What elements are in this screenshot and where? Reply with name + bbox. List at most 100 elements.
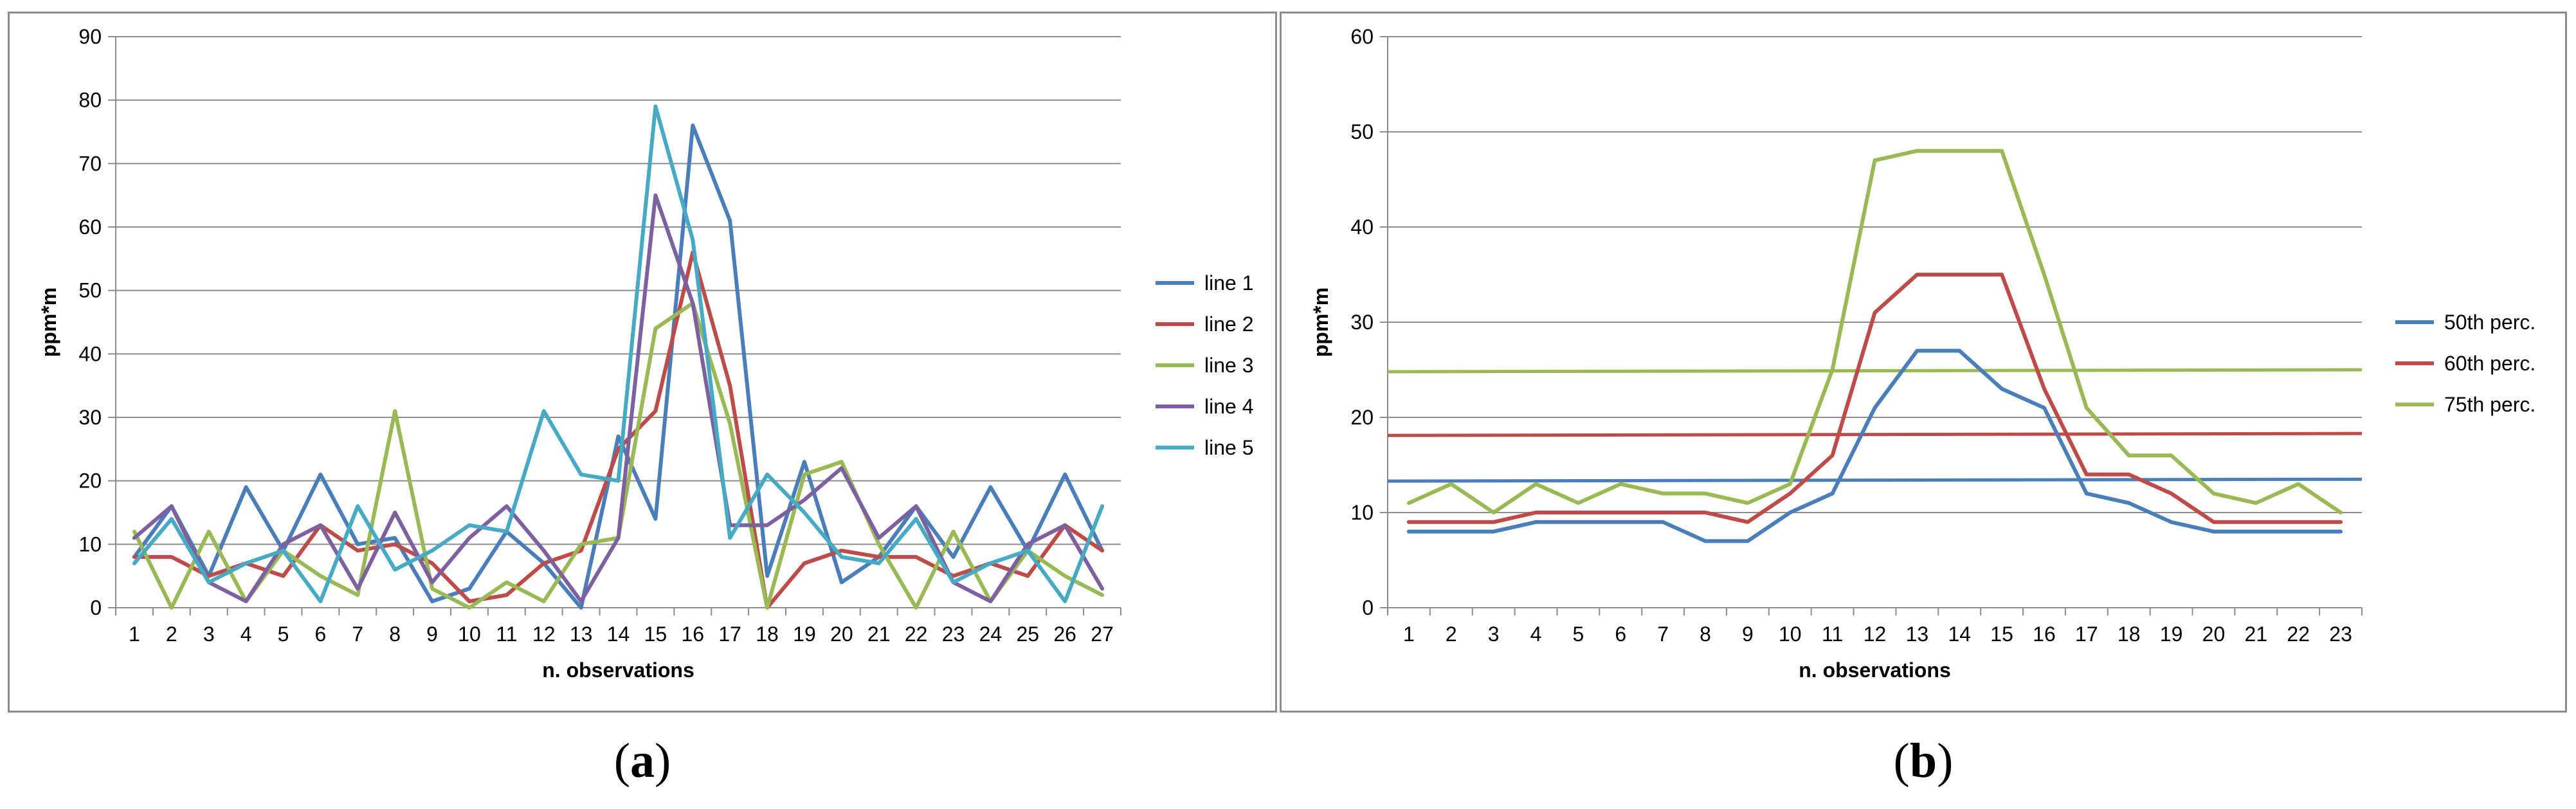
figure-caption-a: (a)	[613, 734, 671, 788]
x-tick-label: 4	[240, 623, 252, 646]
gridlines	[1388, 36, 2362, 513]
y-tick-label: 60	[1350, 25, 1374, 48]
series-line	[1406, 349, 2343, 543]
x-tick-label: 21	[867, 623, 891, 646]
threshold-line	[1387, 432, 2363, 437]
x-tick-label: 23	[942, 623, 965, 646]
y-tick-label: 20	[78, 469, 102, 493]
x-tick-label: 1	[129, 623, 140, 646]
y-tick-label: 80	[78, 89, 102, 112]
y-axis-title: ppm*m	[37, 287, 60, 357]
x-tick-label: 20	[830, 623, 853, 646]
x-tick-label: 2	[1446, 623, 1457, 646]
x-tick-label: 27	[1091, 623, 1114, 646]
x-tick-label: 11	[1822, 623, 1843, 646]
x-tick-label: 3	[203, 623, 215, 646]
x-tick-label: 7	[1657, 623, 1669, 646]
figure-caption-b: (b)	[1893, 734, 1954, 788]
x-tick-label: 14	[607, 623, 630, 646]
legend: line 1 line 2 line 3 line 4 line 5	[1156, 271, 1254, 459]
x-tick-label: 12	[532, 623, 556, 646]
x-tick-label: 1	[1403, 623, 1415, 646]
chart-panel-a: 0 10 20 30 40 50 60 70 80 90 1 2 3 4 5 6 7 8 9 10 11 12 13 14 15…	[8, 12, 1277, 713]
x-tick-label: 5	[278, 623, 289, 646]
x-tick-label: 6	[314, 623, 326, 646]
y-tick-label: 70	[78, 152, 102, 175]
legend-label: line 1	[1204, 271, 1254, 295]
y-axis-ticks: 0 10 20 30 40 50 60	[1350, 25, 1388, 619]
x-axis-title: n. observations	[1799, 659, 1951, 682]
x-tick-label: 6	[1615, 623, 1626, 646]
x-tick-label: 24	[979, 623, 1002, 646]
legend-label: line 3	[1204, 354, 1254, 377]
x-tick-label: 17	[718, 623, 741, 646]
x-tick-label: 18	[756, 623, 779, 646]
legend: 50th perc. 60th perc. 75th perc.	[2395, 311, 2535, 416]
y-tick-label: 0	[90, 596, 102, 619]
y-tick-label: 10	[78, 532, 102, 556]
y-tick-label: 40	[1350, 215, 1374, 239]
gridlines	[116, 36, 1121, 545]
x-tick-label: 13	[1906, 623, 1929, 646]
x-tick-label: 14	[1948, 623, 1971, 646]
y-tick-label: 30	[1350, 311, 1374, 334]
y-tick-label: 40	[78, 342, 102, 365]
x-tick-label: 11	[496, 623, 517, 646]
x-tick-label: 4	[1530, 623, 1542, 646]
y-tick-label: 0	[1362, 596, 1374, 619]
y-tick-label: 50	[78, 279, 102, 302]
x-tick-label: 9	[426, 623, 438, 646]
x-tick-label: 22	[2287, 623, 2310, 646]
series-line	[132, 104, 1105, 604]
y-axis-title: ppm*m	[1309, 287, 1332, 357]
x-tick-label: 16	[2033, 623, 2056, 646]
x-tick-label: 10	[458, 623, 481, 646]
y-tick-label: 60	[78, 215, 102, 239]
x-tick-label: 13	[570, 623, 593, 646]
x-tick-label: 9	[1742, 623, 1754, 646]
x-tick-label: 8	[389, 623, 401, 646]
x-tick-label: 23	[2329, 623, 2352, 646]
x-tick-label: 8	[1700, 623, 1711, 646]
y-tick-label: 90	[78, 25, 102, 48]
x-tick-label: 15	[1990, 623, 2013, 646]
threshold-line	[1387, 477, 2363, 483]
legend-label: 75th perc.	[2444, 393, 2535, 416]
x-axis-ticks: 1 2 3 4 5 6 7 8 9 10 11 12 13 14 15 16 17 18 19 20 21 22 23	[1387, 608, 2363, 646]
x-tick-label: 25	[1016, 623, 1039, 646]
x-tick-label: 10	[1779, 623, 1802, 646]
x-axis-ticks: 1 2 3 4 5 6 7 8 9 10 11 12 13 14 15 16 17 18 19 20 21 22 23 24 2…	[115, 608, 1121, 646]
legend-label: 60th perc.	[2444, 352, 2535, 375]
x-tick-label: 22	[905, 623, 928, 646]
y-tick-label: 30	[78, 406, 102, 429]
x-tick-label: 17	[2075, 623, 2098, 646]
y-axis-ticks: 0 10 20 30 40 50 60 70 80 90	[78, 25, 116, 619]
x-tick-label: 3	[1488, 623, 1500, 646]
series-line	[132, 301, 1105, 610]
x-tick-label: 12	[1864, 623, 1887, 646]
legend-label: 50th perc.	[2444, 311, 2535, 334]
series-line	[1406, 273, 2343, 524]
legend-label: line 5	[1204, 436, 1254, 459]
legend-label: line 4	[1204, 395, 1254, 418]
threshold-line	[1387, 368, 2363, 374]
x-tick-label: 20	[2202, 623, 2226, 646]
x-tick-label: 19	[793, 623, 816, 646]
series-line	[132, 123, 1105, 610]
x-tick-label: 26	[1053, 623, 1076, 646]
x-tick-label: 16	[681, 623, 704, 646]
y-tick-label: 50	[1350, 120, 1374, 143]
y-tick-label: 10	[1350, 501, 1374, 524]
x-tick-label: 19	[2160, 623, 2183, 646]
x-tick-label: 7	[352, 623, 363, 646]
x-tick-label: 5	[1573, 623, 1584, 646]
x-tick-label: 2	[166, 623, 177, 646]
x-tick-label: 18	[2118, 623, 2141, 646]
series-line	[1406, 149, 2343, 514]
x-axis-title: n. observations	[542, 659, 694, 682]
y-tick-label: 20	[1350, 406, 1374, 429]
series-line	[132, 193, 1105, 604]
chart-panel-b: 0 10 20 30 40 50 60 1 2 3 4 5 6 7 8 9 10 11 12 13 14 15 16 17 18…	[1280, 12, 2567, 713]
